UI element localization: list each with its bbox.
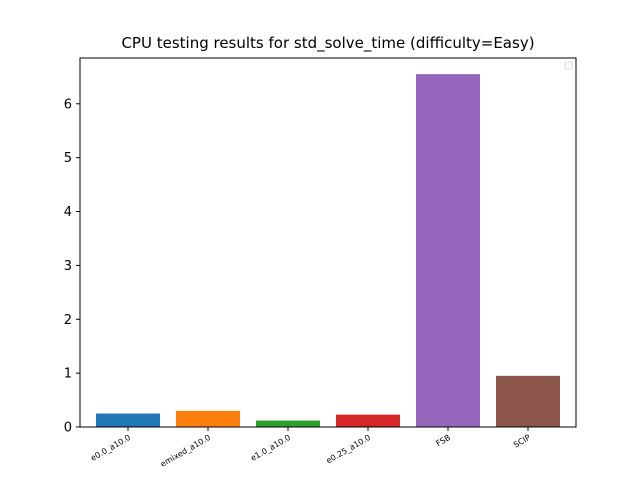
- legend-box: [564, 61, 573, 70]
- bar-e0.25_a10.0: [336, 414, 400, 427]
- bar-FSB: [416, 74, 480, 427]
- y-tick-label: 2: [64, 313, 72, 328]
- x-axis: e0.0_a10.0 emixed_a10.0 e1.0_a10.0 e0.25_a1…: [89, 427, 532, 469]
- y-tick-label: 1: [64, 367, 72, 382]
- bar-e0.0_a10.0: [96, 413, 160, 427]
- x-tick-label: e0.0_a10.0: [89, 433, 132, 463]
- x-tick-label: emixed_a10.0: [159, 433, 212, 469]
- x-tick-label: e1.0_a10.0: [249, 433, 292, 463]
- bars-layer: [96, 74, 560, 427]
- y-axis: 0 1 2 3 4 5 6: [64, 97, 80, 436]
- y-tick-label: 6: [64, 97, 72, 112]
- x-tick-label: e0.25_a10.0: [325, 433, 372, 466]
- x-tick-label: FSB: [434, 433, 452, 448]
- chart-title: CPU testing results for std_solve_time (…: [121, 34, 534, 53]
- x-tick-label: SCIP: [512, 433, 532, 450]
- bar-emixed_a10.0: [176, 410, 240, 427]
- y-tick-label: 3: [64, 259, 72, 274]
- y-tick-label: 4: [64, 205, 72, 220]
- plot-frame: [79, 57, 577, 428]
- bar-e1.0_a10.0: [256, 420, 320, 427]
- bar-SCIP: [496, 375, 560, 427]
- y-tick-label: 5: [64, 151, 72, 166]
- y-tick-label: 0: [64, 421, 72, 436]
